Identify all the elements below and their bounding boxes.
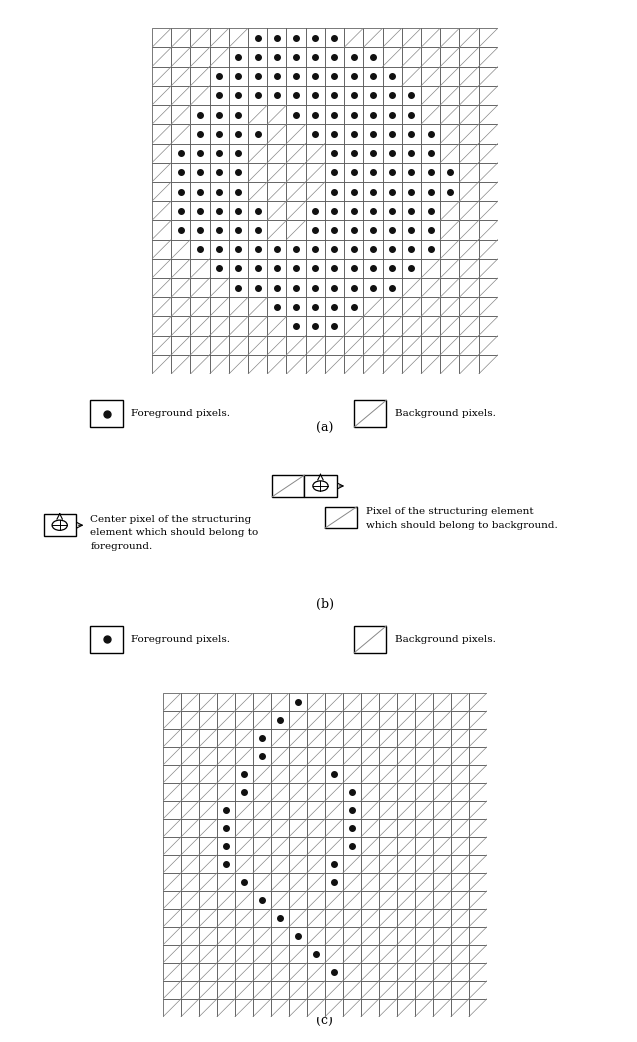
Text: Background pixels.: Background pixels. — [395, 635, 496, 644]
Text: Pixel of the structuring element
which should belong to background.: Pixel of the structuring element which s… — [366, 507, 557, 529]
Text: (a): (a) — [316, 422, 334, 436]
Bar — [43, 515, 76, 536]
Text: Center pixel of the structuring
element which should belong to
foreground.: Center pixel of the structuring element … — [90, 515, 259, 550]
Bar — [90, 400, 123, 427]
Bar — [354, 400, 387, 427]
Bar — [90, 626, 123, 652]
Text: (b): (b) — [316, 598, 334, 611]
Bar — [325, 506, 357, 528]
Text: (c): (c) — [317, 1015, 333, 1027]
Bar — [304, 475, 336, 497]
Text: Foreground pixels.: Foreground pixels. — [131, 410, 231, 418]
Text: Background pixels.: Background pixels. — [395, 410, 496, 418]
Text: Foreground pixels.: Foreground pixels. — [131, 635, 231, 644]
Bar — [354, 626, 387, 652]
Circle shape — [52, 520, 68, 530]
Circle shape — [313, 480, 328, 491]
Bar — [272, 475, 304, 497]
